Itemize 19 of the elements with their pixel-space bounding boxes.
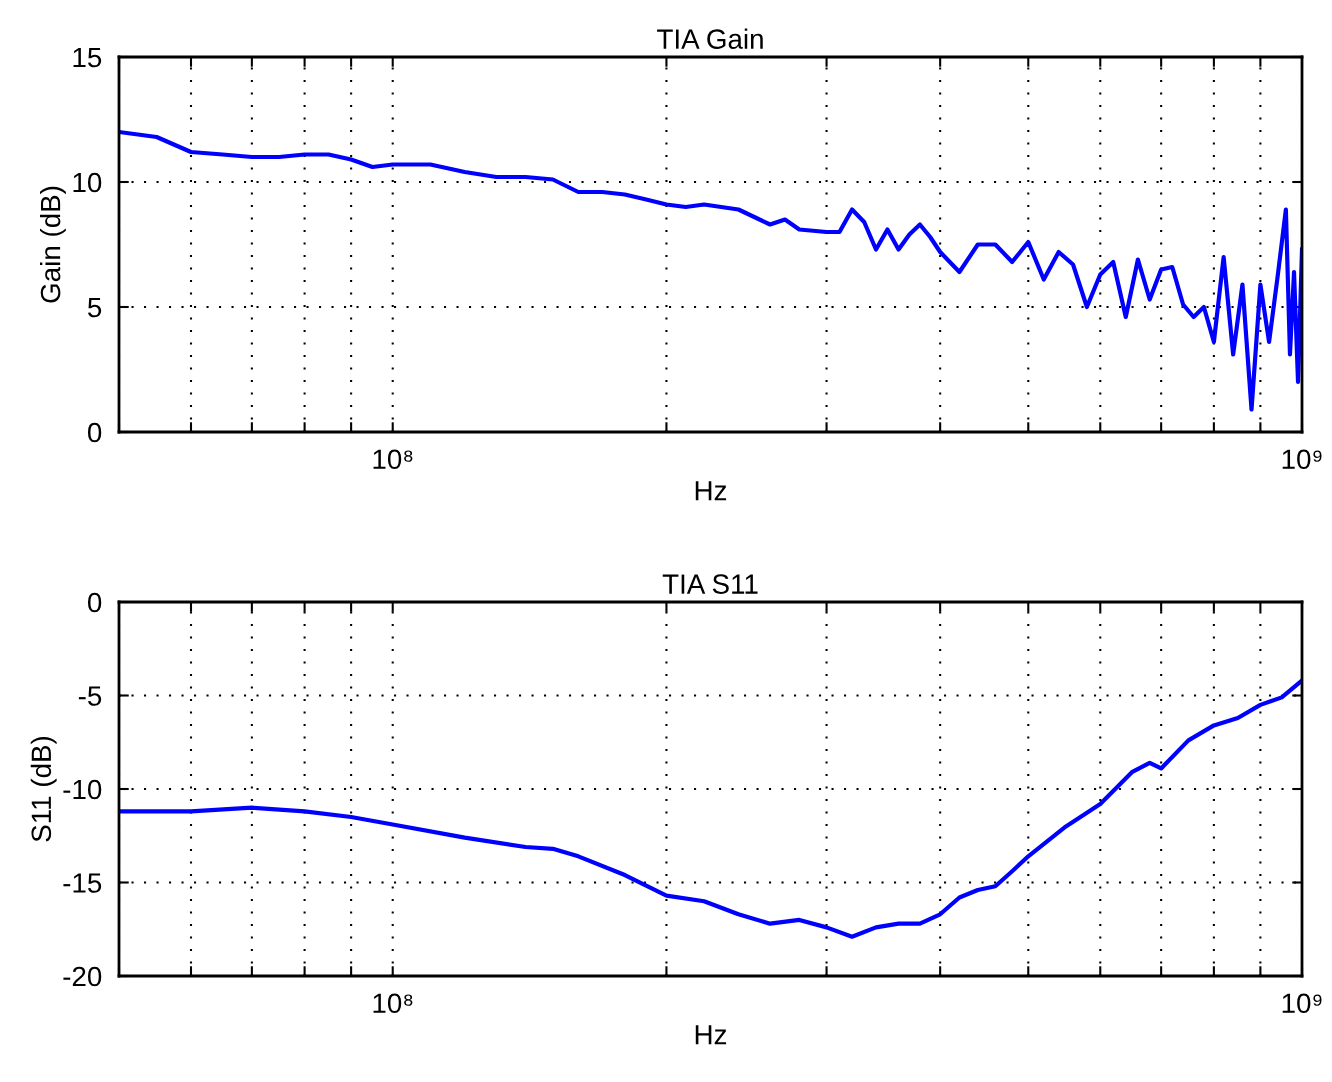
chart-title: TIA Gain	[657, 28, 763, 49]
chart-title: TIA S11	[662, 574, 758, 594]
y-tick-label: 0	[87, 592, 102, 613]
y-axis-title: S11 (dB)	[30, 736, 57, 842]
x-axis-title: Hz	[695, 1025, 727, 1045]
y-tick-label: 0	[87, 422, 102, 443]
y-tick-label: -15	[63, 873, 102, 893]
y-tick-label: 15	[73, 47, 102, 68]
y-tick-label: 5	[88, 297, 102, 318]
x-axis-title: Hz	[695, 481, 727, 501]
x-tick-label: 10⁹	[1282, 993, 1322, 1014]
y-tick-label: -20	[63, 966, 102, 987]
x-tick-label: 10⁸	[373, 993, 413, 1014]
x-tick-label: 10⁹	[1282, 449, 1322, 470]
x-tick-label: 10⁸	[373, 449, 413, 470]
y-tick-label: 10	[73, 172, 102, 193]
y-tick-label: -5	[78, 686, 102, 706]
y-axis-title: Gain (dB)	[39, 186, 66, 303]
y-tick-label: -10	[63, 779, 102, 800]
